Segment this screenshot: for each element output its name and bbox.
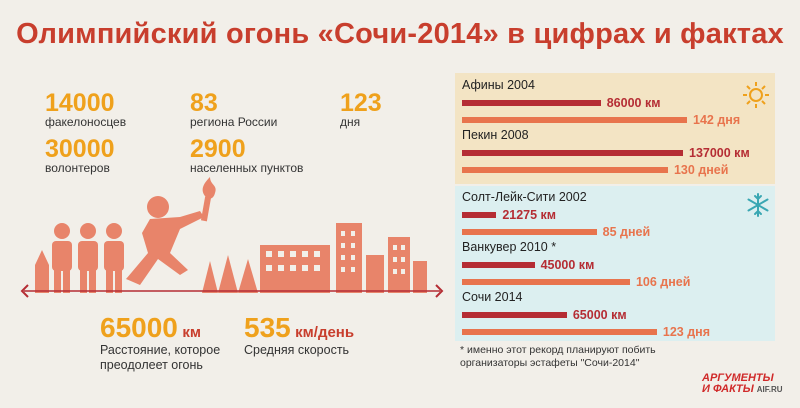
stat-days: 123 дня <box>340 89 382 130</box>
torchbearer-runner-icon <box>126 196 212 285</box>
tree-icon <box>218 255 238 293</box>
distance-unit: км <box>182 324 201 341</box>
torch-icon <box>202 177 216 199</box>
stat-value: 2900 <box>190 135 246 163</box>
stat-regions: 83 региона России <box>190 89 278 130</box>
km-bar <box>462 150 683 156</box>
speed-value: 535 <box>244 312 291 343</box>
aif-logo: АРГУМЕНТЫ И ФАКТЫ AIF.RU <box>702 372 783 395</box>
page-title: Олимпийский огонь «Сочи-2014» в цифрах и… <box>16 18 784 50</box>
tree-icon <box>202 261 218 293</box>
stat-value: 83 <box>190 89 218 117</box>
chart-category-label: Ванкувер 2010 * <box>462 240 557 254</box>
person-icon <box>104 223 124 293</box>
person-icon <box>78 223 98 293</box>
stat-settlements: 2900 населенных пунктов <box>190 135 304 176</box>
snowflake-icon <box>747 193 769 217</box>
distance-block: 65000 км Расстояние, которое преодолеет … <box>100 313 240 373</box>
summer-games-panel <box>455 73 775 184</box>
speed-block: 535 км/день Средняя скорость <box>244 313 354 358</box>
km-value-label: 86000 км <box>606 96 661 110</box>
km-value-label: 137000 км <box>689 146 750 160</box>
km-bar <box>462 262 535 268</box>
days-value-label: 106 дней <box>635 275 691 289</box>
person-icon <box>52 223 72 293</box>
km-bar <box>462 212 497 218</box>
distance-label: Расстояние, которое преодолеет огонь <box>100 343 221 372</box>
stat-label: региона России <box>190 115 278 129</box>
stat-value: 123 <box>340 89 382 117</box>
days-bar <box>462 167 668 173</box>
days-bar <box>462 329 657 335</box>
stat-torchbearers: 14000 факелоносцев <box>45 89 127 130</box>
chart-category-label: Пекин 2008 <box>462 128 529 142</box>
days-bar <box>462 117 687 123</box>
stat-value: 14000 <box>45 89 115 117</box>
km-value-label: 21275 км <box>502 208 557 222</box>
km-value-label: 45000 км <box>540 258 595 272</box>
stat-label: дня <box>340 115 361 129</box>
km-bar <box>462 100 601 106</box>
chevron-right-icon <box>435 284 444 298</box>
tree-icon <box>238 259 258 293</box>
distance-value: 65000 <box>100 312 178 343</box>
stat-label: населенных пунктов <box>190 161 304 175</box>
km-bar <box>462 312 567 318</box>
chevron-left-icon <box>20 284 29 298</box>
days-value-label: 142 дня <box>693 113 741 127</box>
stat-volunteers: 30000 волонтеров <box>45 135 115 176</box>
stat-value: 30000 <box>45 135 115 163</box>
speed-unit: км/день <box>295 324 355 341</box>
days-bar <box>462 279 630 285</box>
stat-label: факелоносцев <box>45 115 127 129</box>
chart-category-label: Солт-Лейк-Сити 2002 <box>462 190 587 204</box>
sun-icon <box>743 82 769 108</box>
days-value-label: 130 дней <box>673 163 729 177</box>
days-value-label: 85 дней <box>602 225 651 239</box>
chart-category-label: Афины 2004 <box>462 78 535 92</box>
stat-label: волонтеров <box>45 161 110 175</box>
speed-label: Средняя скорость <box>244 343 350 357</box>
chart-category-label: Сочи 2014 <box>462 290 523 304</box>
footnote: * именно этот рекорд планируют побить ор… <box>460 344 656 369</box>
days-value-label: 123 дня <box>662 325 710 339</box>
torch-relay-illustration <box>20 177 444 298</box>
days-bar <box>462 229 597 235</box>
km-value-label: 65000 км <box>572 308 627 322</box>
